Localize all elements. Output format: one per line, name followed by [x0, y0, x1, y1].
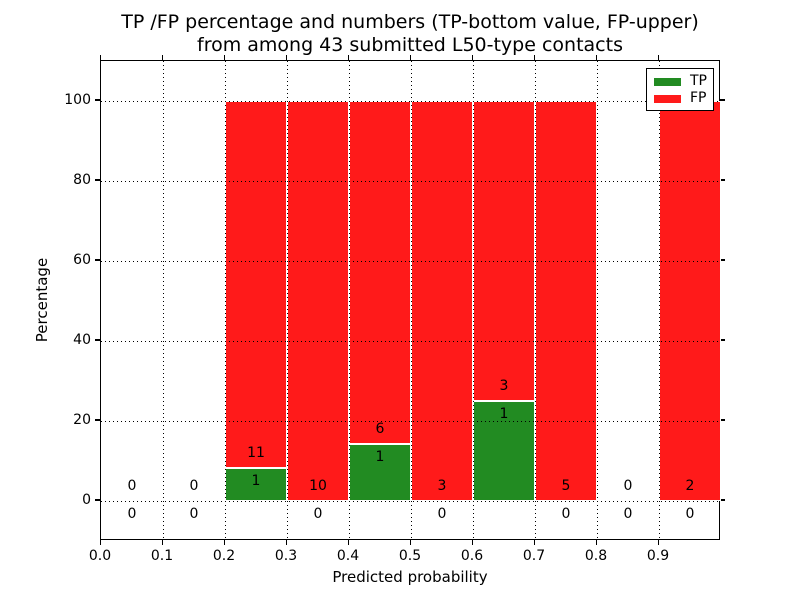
- x-tick-label: 0.5: [398, 548, 422, 564]
- y-tick-mark-left: [95, 339, 100, 341]
- y-tick-mark-right: [720, 339, 725, 341]
- x-tick-label: 0.6: [460, 548, 484, 564]
- x-tick-label: 0.1: [150, 548, 174, 564]
- vertical-gridline: [349, 61, 350, 539]
- y-tick-label: 40: [73, 332, 91, 348]
- x-tick-mark-top: [409, 55, 411, 60]
- fp-color-swatch-icon: [654, 94, 681, 103]
- legend-item-fp: FP: [654, 90, 707, 106]
- x-tick-mark-bottom: [657, 540, 659, 545]
- vertical-gridline: [597, 61, 598, 539]
- fp-bar-segment: [349, 101, 411, 444]
- x-tick-mark-bottom: [533, 540, 535, 545]
- vertical-gridline: [287, 61, 288, 539]
- legend-label-tp: TP: [690, 73, 707, 89]
- tp-count-label: 0: [313, 506, 323, 522]
- bars-layer: [101, 61, 721, 539]
- y-tick-mark-right: [720, 499, 725, 501]
- x-tick-mark-top: [99, 55, 101, 60]
- x-tick-mark-bottom: [347, 540, 349, 545]
- y-tick-mark-left: [95, 179, 100, 181]
- y-tick-mark-left: [95, 419, 100, 421]
- x-tick-label: 0.3: [274, 548, 298, 564]
- chart-title: TP /FP percentage and numbers (TP-bottom…: [100, 11, 720, 57]
- x-tick-mark-bottom: [99, 540, 101, 545]
- x-tick-mark-top: [595, 55, 597, 60]
- tp-count-label: 1: [375, 448, 385, 465]
- x-tick-mark-bottom: [471, 540, 473, 545]
- x-tick-label: 0.0: [88, 548, 112, 564]
- x-tick-label: 0.8: [584, 548, 608, 564]
- x-tick-mark-top: [161, 55, 163, 60]
- y-tick-label: 0: [82, 492, 91, 508]
- fp-count-label: 0: [189, 478, 199, 494]
- x-tick-label: 0.2: [212, 548, 236, 564]
- chart-title-line-2: from among 43 submitted L50-type contact…: [197, 34, 623, 56]
- y-tick-label: 100: [64, 92, 91, 108]
- vertical-gridline: [473, 61, 474, 539]
- tp-bar-segment: [473, 401, 535, 501]
- tp-count-label: 0: [561, 506, 571, 522]
- tp-count-label: 0: [437, 506, 447, 522]
- x-tick-mark-top: [533, 55, 535, 60]
- chart-title-line-1: TP /FP percentage and numbers (TP-bottom…: [121, 11, 699, 33]
- x-tick-label: 0.4: [336, 548, 360, 564]
- x-tick-mark-top: [657, 55, 659, 60]
- legend-item-tp: TP: [654, 73, 707, 89]
- fp-bar-segment: [411, 101, 473, 501]
- x-tick-label: 0.7: [522, 548, 546, 564]
- x-axis-label: Predicted probability: [332, 568, 488, 586]
- y-tick-mark-left: [95, 499, 100, 501]
- vertical-gridline: [659, 61, 660, 539]
- x-tick-mark-top: [347, 55, 349, 60]
- x-tick-mark-bottom: [409, 540, 411, 545]
- x-tick-mark-bottom: [223, 540, 225, 545]
- vertical-gridline: [535, 61, 536, 539]
- tp-count-label: 0: [189, 506, 199, 522]
- annotations-layer: 0 0 0 0 11 1 10 0 6 1 3 0 3 1 5 0 0 0 2 0: [101, 61, 719, 539]
- fp-count-label: 0: [623, 478, 633, 494]
- x-tick-mark-top: [223, 55, 225, 60]
- tp-count-label: 1: [499, 406, 509, 422]
- y-tick-label: 60: [73, 252, 91, 268]
- fp-bar-segment: [659, 101, 721, 501]
- tp-count-label: 0: [685, 506, 695, 522]
- legend-label-fp: FP: [690, 90, 707, 106]
- fp-count-label: 11: [247, 444, 265, 461]
- y-tick-label: 80: [73, 172, 91, 188]
- x-tick-mark-bottom: [595, 540, 597, 545]
- plot-area: 0 0 0 0 11 1 10 0 6 1 3 0 3 1 5 0 0 0 2 0: [100, 60, 721, 540]
- x-tick-label: 0.9: [646, 548, 670, 564]
- y-axis-label: Percentage: [33, 257, 51, 343]
- y-tick-mark-left: [95, 259, 100, 261]
- tp-count-label: 0: [623, 506, 633, 522]
- y-tick-mark-right: [720, 419, 725, 421]
- fp-count-label: 10: [309, 478, 327, 494]
- tp-color-swatch-icon: [654, 77, 681, 86]
- x-tick-mark-bottom: [285, 540, 287, 545]
- grid-layer: [101, 61, 721, 539]
- y-tick-mark-right: [720, 259, 725, 261]
- fp-count-label: 3: [437, 478, 447, 494]
- vertical-gridline: [225, 61, 226, 539]
- fp-count-label: 6: [375, 420, 385, 437]
- fp-count-label: 0: [127, 478, 137, 494]
- legend: TP FP: [646, 68, 714, 111]
- fp-count-label: 2: [685, 478, 695, 494]
- fp-count-label: 5: [561, 478, 571, 494]
- y-tick-mark-left: [95, 99, 100, 101]
- tp-count-label: 1: [251, 472, 261, 489]
- tp-bar-segment: [225, 467, 287, 501]
- fp-count-label: 3: [499, 378, 509, 394]
- vertical-gridline: [163, 61, 164, 539]
- tp-count-label: 0: [127, 506, 137, 522]
- vertical-gridline: [411, 61, 412, 539]
- x-tick-mark-top: [285, 55, 287, 60]
- y-tick-mark-right: [720, 179, 725, 181]
- x-tick-mark-top: [471, 55, 473, 60]
- x-tick-mark-bottom: [161, 540, 163, 545]
- y-tick-label: 20: [73, 412, 91, 428]
- y-tick-mark-right: [720, 99, 725, 101]
